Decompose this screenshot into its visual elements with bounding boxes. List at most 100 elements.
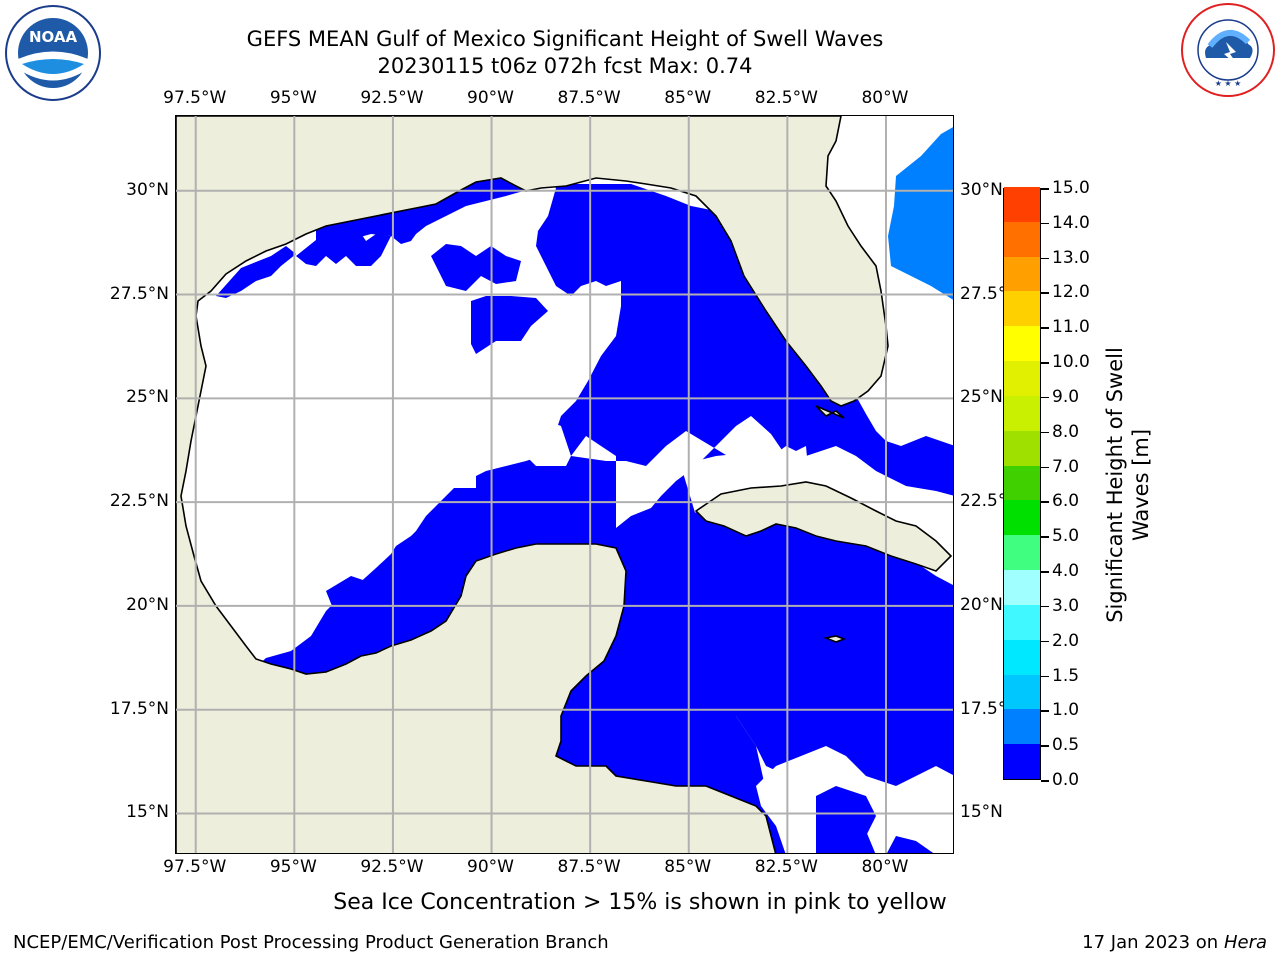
map-gridlines: [176, 116, 953, 853]
colorbar-tick-label: 0.0: [1052, 770, 1080, 790]
colorbar-tick-label: 2.0: [1052, 630, 1080, 651]
colorbar-tick-mark: [1041, 675, 1049, 678]
colorbar-title-line1: Significant Height of Swell: [1103, 347, 1127, 623]
colorbar-tick-label: 9.0: [1052, 386, 1080, 407]
swell-patch-tx-coast: [216, 246, 296, 298]
land-masses: [176, 116, 953, 853]
colorbar-tick-label: 12.0: [1052, 282, 1090, 303]
swell-patch-central-north: [471, 296, 548, 354]
colorbar-band: [1004, 290, 1040, 327]
lon-tick-bottom: 82.5°W: [754, 857, 818, 877]
colorbar-tick-mark: [1041, 780, 1049, 782]
svg-text:★ ★ ★: ★ ★ ★: [1215, 79, 1242, 88]
colorbar-tick-label: 6.0: [1052, 491, 1080, 512]
lat-tick-right: 20°N: [960, 594, 1003, 615]
lat-tick-left: 25°N: [126, 387, 169, 408]
lat-tick-right: 25°N: [960, 387, 1003, 408]
colorbar-tick-label: 11.0: [1052, 317, 1090, 338]
colorbar-tick-label: 8.0: [1052, 421, 1080, 442]
colorbar-tick-label: 5.0: [1052, 526, 1080, 547]
colorbar-band: [1004, 534, 1040, 571]
colorbar-tick-label: 14.0: [1052, 212, 1090, 233]
colorbar-tick-mark: [1041, 710, 1049, 712]
colorbar-tick-mark: [1041, 605, 1049, 608]
colorbar-tick-label: 15.0: [1052, 178, 1090, 198]
colorbar-tick-mark: [1041, 571, 1049, 573]
footer-date: 17 Jan 2023 on Hera: [1082, 932, 1267, 953]
colorbar-band: [1004, 256, 1040, 292]
colorbar-tick-mark: [1041, 257, 1049, 260]
colorbar-tick-mark: [1041, 501, 1049, 503]
colorbar-tick-label: 13.0: [1052, 247, 1090, 268]
lon-tick-bottom: 90°W: [467, 857, 515, 877]
colorbar-band: [1004, 708, 1040, 745]
colorbar-title: Significant Height of Swell Waves [m]: [1102, 347, 1154, 623]
colorbar-tick-mark: [1041, 327, 1049, 329]
colorbar-band: [1004, 221, 1040, 257]
lat-tick-left: 30°N: [126, 179, 169, 200]
footer-machine: Hera: [1223, 932, 1267, 953]
swell-patch-caribbean: [616, 511, 953, 853]
swell-patch-atlantic: [888, 127, 953, 300]
colorbar-band: [1004, 430, 1040, 466]
chart-title: GEFS MEAN Gulf of Mexico Significant Hei…: [246, 27, 884, 51]
nws-logo: ★ ★ ★: [1180, 2, 1276, 102]
colorbar-tick-label: 4.0: [1052, 561, 1080, 582]
lon-tick-bottom: 95°W: [269, 857, 317, 877]
colorbar-tick-mark: [1041, 745, 1049, 747]
swell-patch-south-bay: [286, 536, 481, 686]
colorbar-tick-mark: [1041, 466, 1049, 469]
colorbar-band: [1004, 604, 1040, 640]
colorbar-band: [1004, 499, 1040, 536]
colorbar-tick-label: 1.0: [1052, 700, 1080, 721]
lon-tick-top: 90°W: [467, 88, 515, 108]
colorbar-band: [1004, 465, 1040, 501]
lon-tick-bottom: 97.5°W: [163, 857, 227, 877]
lat-tick-left: 17.5°N: [109, 698, 169, 719]
noaa-logo: NOAA: [4, 4, 102, 106]
colorbar-tick-mark: [1041, 222, 1049, 225]
swell-patch-northwest: [296, 226, 391, 266]
lon-tick-top: 82.5°W: [754, 88, 818, 108]
colorbar-tick-label: 3.0: [1052, 595, 1080, 616]
lon-tick-top: 80°W: [861, 88, 909, 108]
colorbar-tick-mark: [1041, 396, 1049, 399]
colorbar-band: [1004, 395, 1040, 431]
land-north-america: [176, 116, 889, 853]
swell-patch-central-north2: [431, 244, 521, 291]
lon-tick-top: 85°W: [664, 88, 712, 108]
lon-tick-top: 95°W: [269, 88, 317, 108]
colorbar-tick-mark: [1041, 640, 1049, 643]
colorbar-band: [1004, 569, 1040, 605]
colorbar-tick-label: 10.0: [1052, 352, 1090, 373]
colorbar-band: [1004, 674, 1040, 710]
lat-tick-right: 15°N: [960, 802, 1003, 823]
noaa-logo-text: NOAA: [29, 28, 78, 46]
colorbar-band: [1004, 186, 1040, 222]
colorbar-tick-label: 7.0: [1052, 456, 1080, 477]
lat-tick-left: 15°N: [126, 802, 169, 823]
colorbar-tick-mark: [1041, 431, 1049, 434]
colorbar-band: [1004, 639, 1040, 675]
lat-tick-left: 20°N: [126, 594, 169, 615]
lon-tick-bottom: 87.5°W: [557, 857, 621, 877]
footer-credit: NCEP/EMC/Verification Post Processing Pr…: [13, 932, 609, 953]
lon-tick-top: 97.5°W: [163, 88, 227, 108]
colorbar-tick-mark: [1041, 188, 1049, 190]
land-jamaica: [823, 635, 847, 643]
lat-tick-right: 30°N: [960, 179, 1003, 200]
colorbar-tick-mark: [1041, 362, 1049, 364]
lat-tick-left: 27.5°N: [109, 283, 169, 304]
lon-tick-bottom: 80°W: [861, 857, 909, 877]
gulf-of-mexico-map: [175, 115, 954, 854]
land-florida-keys-islands: [815, 405, 845, 419]
colorbar-band: [1004, 325, 1040, 362]
colorbar-tick-label: 1.5: [1052, 665, 1080, 686]
colorbar-tick-label: 0.5: [1052, 735, 1080, 756]
colorbar-title-line2: Waves [m]: [1129, 428, 1153, 542]
land-cuba: [694, 481, 953, 572]
lon-tick-bottom: 92.5°W: [360, 857, 424, 877]
lon-tick-bottom: 85°W: [664, 857, 712, 877]
colorbar-band: [1004, 743, 1040, 779]
colorbar-tick-mark: [1041, 536, 1049, 538]
